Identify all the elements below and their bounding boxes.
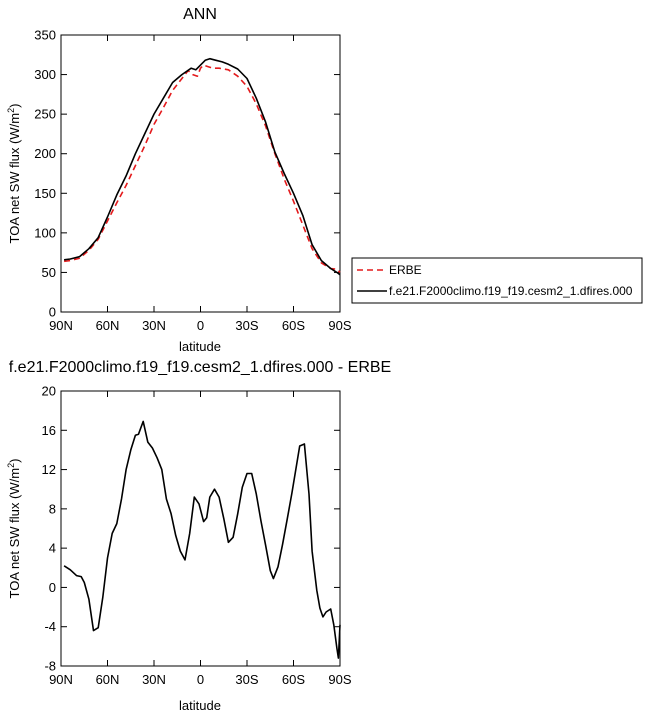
panel-annual-mean: ANN 0 50 100 150 200 250 300 350 90N 60N 30N 0 30S 6… <box>6 6 643 354</box>
panel2-x-tick-label: 90N <box>49 672 73 687</box>
panel2-y-tick-label: 20 <box>42 384 56 399</box>
panel2-x-tick-label: 0 <box>197 672 204 687</box>
panel1-x-tick-label: 90N <box>49 318 73 333</box>
panel2-y-tick-label: 12 <box>42 462 56 477</box>
panel2-title: f.e21.F2000climo.f19_f19.cesm2_1.dfires.… <box>9 359 391 376</box>
panel1-series-line-0 <box>64 64 341 273</box>
panel1-x-axis-label: latitude <box>179 339 221 354</box>
panel1-y-tick-label: 300 <box>34 67 56 82</box>
panel2-x-tick-label: 30S <box>235 672 258 687</box>
panel1-x-tick-label: 90S <box>328 318 351 333</box>
panel2-y-tick-label: -4 <box>44 619 56 634</box>
panel2-series <box>63 420 341 659</box>
panel1-title: ANN <box>183 6 217 23</box>
legend: ERBE f.e21.F2000climo.f19_f19.cesm2_1.df… <box>351 257 643 304</box>
panel1-y-tick-label: 100 <box>34 225 56 240</box>
panel2-y-ticks: -8 -4 0 4 8 12 16 20 <box>42 384 340 674</box>
panel1-y-tick-label: 250 <box>34 107 56 122</box>
panel2-plot-frame <box>60 390 341 667</box>
panel1-y-tick-label: 200 <box>34 146 56 161</box>
panel1-x-ticks: 90N 60N 30N 0 30S 60S 90S <box>49 35 352 333</box>
panel2-x-tick-label: 60N <box>96 672 120 687</box>
panel2-x-tick-label: 90S <box>328 672 351 687</box>
panel2-y-tick-label: 8 <box>49 501 56 516</box>
panel2-y-tick-label: 4 <box>49 541 56 556</box>
panel2-x-axis-label: latitude <box>179 698 221 713</box>
panel1-x-tick-label: 60S <box>282 318 305 333</box>
panel1-y-ticks: 0 50 100 150 200 250 300 350 <box>34 28 340 320</box>
panel-difference: f.e21.F2000climo.f19_f19.cesm2_1.dfires.… <box>6 359 391 713</box>
panel2-series-line-0 <box>63 420 341 659</box>
legend-label-model: f.e21.F2000climo.f19_f19.cesm2_1.dfires.… <box>389 284 633 298</box>
panel1-x-tick-label: 30S <box>235 318 258 333</box>
panel2-x-tick-label: 30N <box>142 672 166 687</box>
panel2-x-tick-label: 60S <box>282 672 305 687</box>
panel1-plot-frame <box>60 34 341 313</box>
panel2-y-tick-label: -8 <box>44 659 56 674</box>
panel2-x-ticks: 90N 60N 30N 0 30S 60S 90S <box>49 391 352 687</box>
panel1-y-tick-label: 0 <box>49 305 56 320</box>
panel1-x-tick-label: 30N <box>142 318 166 333</box>
legend-box <box>351 257 643 304</box>
panel1-y-tick-label: 150 <box>34 186 56 201</box>
panel1-series-line-1 <box>63 57 341 276</box>
legend-label-erbe: ERBE <box>389 263 422 277</box>
panel2-y-axis-label: TOA net SW flux (W/m2) <box>6 459 22 599</box>
panel1-y-tick-label: 350 <box>34 28 56 43</box>
panel1-x-tick-label: 0 <box>197 318 204 333</box>
panel1-y-axis-label: TOA net SW flux (W/m2) <box>6 104 22 244</box>
panel1-x-tick-label: 60N <box>96 318 120 333</box>
panel2-y-tick-label: 16 <box>42 423 56 438</box>
panel2-y-tick-label: 0 <box>49 580 56 595</box>
panel1-series <box>63 57 341 276</box>
panel1-y-tick-label: 50 <box>42 265 56 280</box>
